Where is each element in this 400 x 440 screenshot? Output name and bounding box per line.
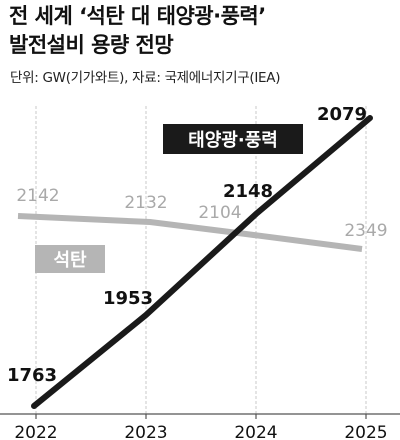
series-label-coal-box [35, 245, 105, 273]
data-label-coal-2024: 2104 [198, 203, 241, 223]
series-label-coal: 석탄 [53, 250, 87, 271]
chart-title-line-1: 전 세계 ‘석탄 대 태양광·풍력’ [9, 4, 266, 28]
x-tick-label-2022: 2022 [14, 423, 57, 440]
data-label-renewables-2023: 1953 [103, 288, 153, 309]
series-label-renewables-box [163, 124, 303, 154]
unit-and-source: 단위: GW(기가와트), 자료: 국제에너지기구(IEA) [10, 70, 281, 86]
x-tick-label-2025: 2025 [344, 423, 387, 440]
chart-title: 전 세계 ‘석탄 대 태양광·풍력’ 발전설비 용량 전망 [9, 2, 394, 60]
x-tick-label-2024: 2024 [234, 423, 277, 440]
chart-title-line-2: 발전설비 용량 전망 [9, 33, 174, 57]
data-label-renewables-2024: 2148 [223, 181, 273, 202]
data-label-coal-2022: 2142 [16, 186, 59, 206]
data-label-coal-2025: 2349 [344, 221, 387, 241]
data-label-renewables-2022: 1763 [7, 365, 57, 386]
x-tick-label-2023: 2023 [124, 423, 167, 440]
series-line-renewables [31, 115, 373, 409]
series-line-coal [17, 213, 363, 252]
data-label-coal-2023: 2132 [124, 193, 167, 213]
series-label-renewables: 태양광·풍력 [188, 130, 278, 151]
data-label-renewables-2025: 2079 [317, 104, 367, 125]
